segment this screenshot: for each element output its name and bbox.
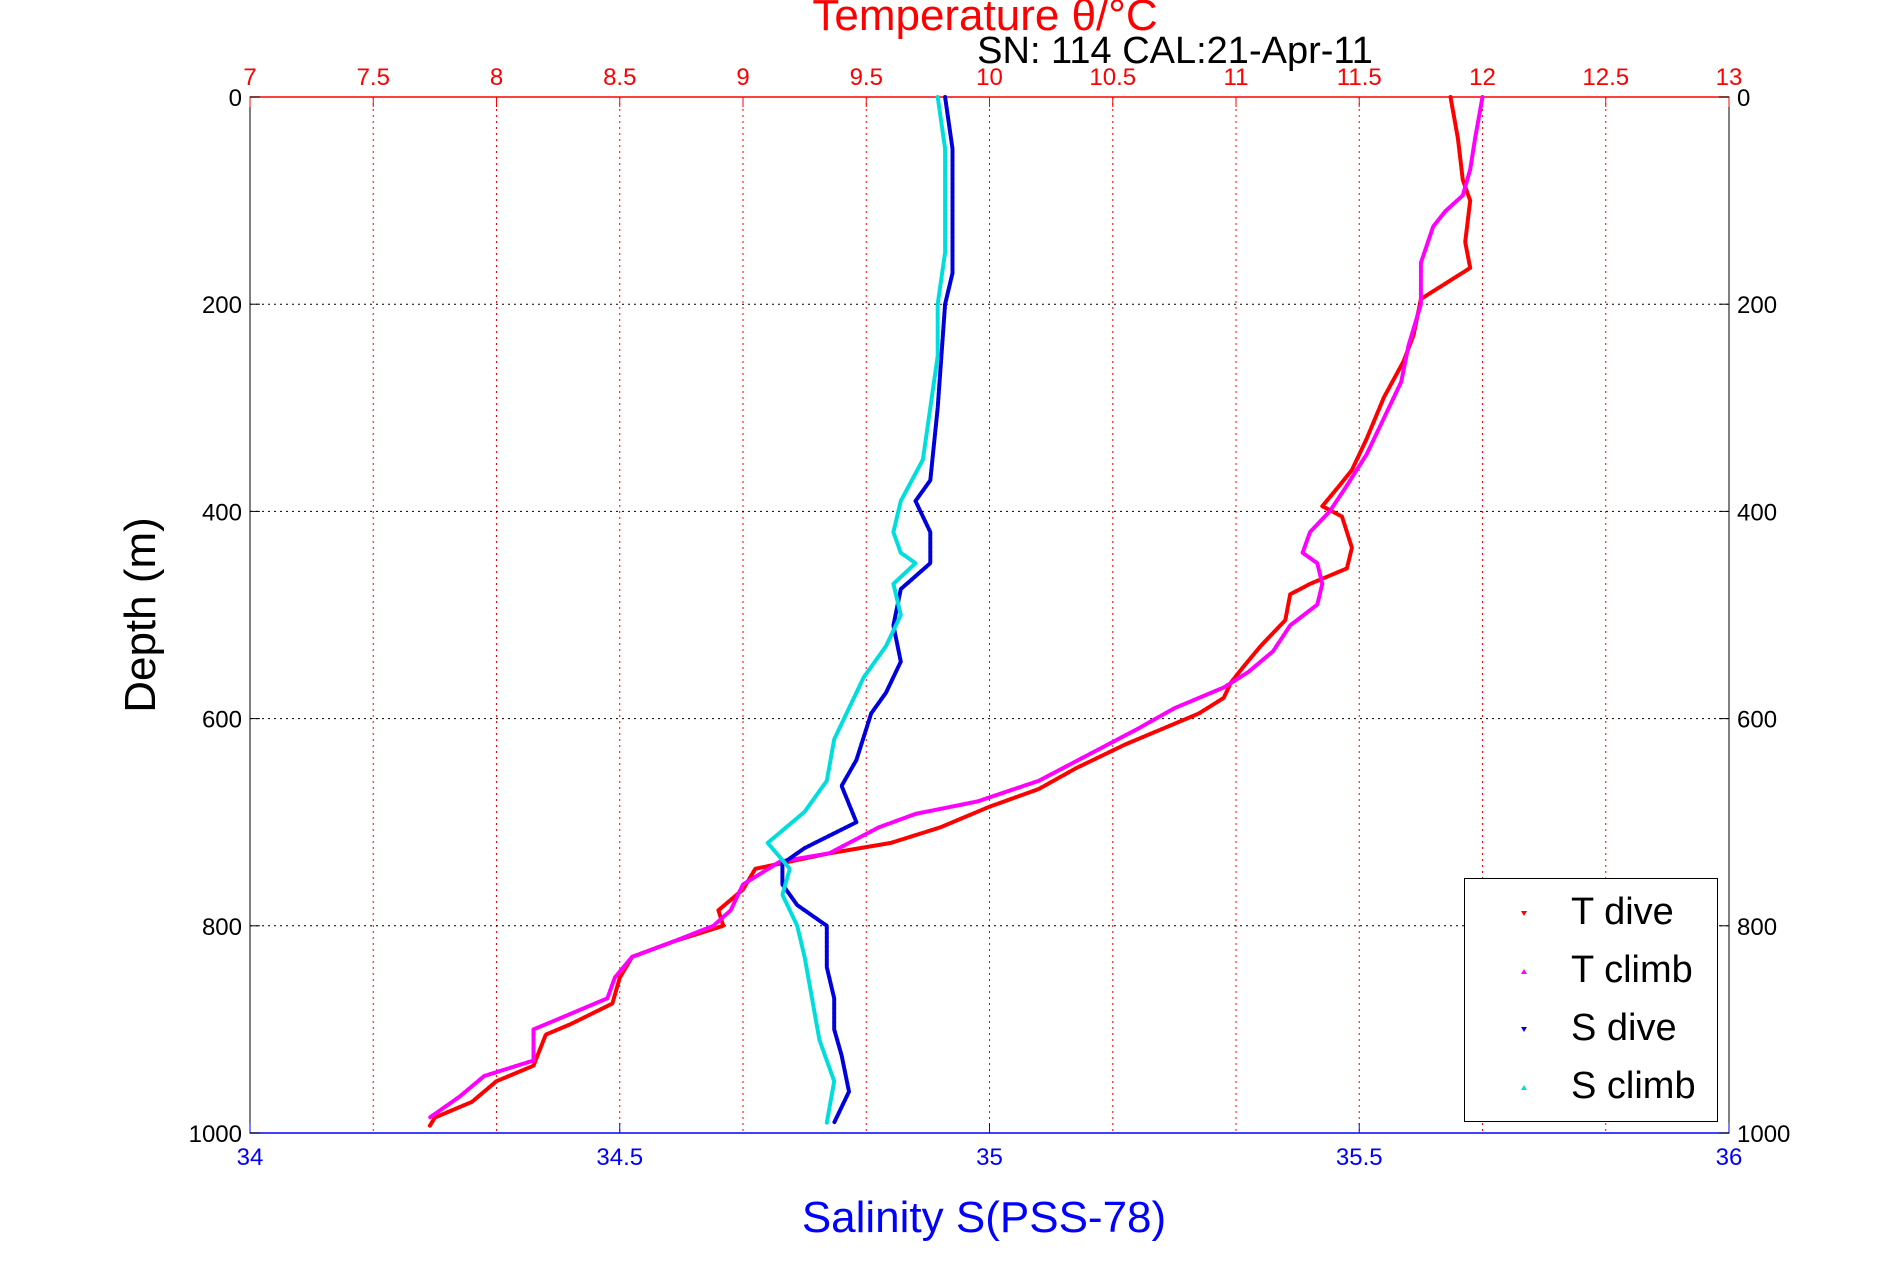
legend-label-t-climb: T climb	[1571, 949, 1693, 991]
temperature-tick-label: 9	[736, 64, 749, 91]
temperature-tick-label: 7	[243, 64, 256, 91]
grid	[250, 97, 1729, 1133]
legend-marker-t-climb	[1521, 969, 1527, 974]
temperature-tick-label: 8	[490, 64, 503, 91]
temperature-tick-label: 7.5	[357, 64, 390, 91]
chart-subtitle: SN: 114 CAL:21-Apr-11	[977, 30, 1373, 72]
depth-tick-label-left: 800	[202, 914, 242, 941]
depth-tick-label-right: 200	[1737, 292, 1777, 319]
salinity-tick-label: 34.5	[596, 1144, 643, 1171]
temperature-tick-label: 10	[976, 64, 1003, 91]
temperature-tick-label: 11.5	[1337, 64, 1382, 91]
depth-tick-label-right: 1000	[1737, 1121, 1790, 1148]
legend: T dive T climb S dive S climb	[1464, 878, 1718, 1122]
salinity-tick-label: 35.5	[1336, 1144, 1383, 1171]
x-axis-label: Salinity S(PSS-78)	[802, 1193, 1166, 1242]
legend-label-s-climb: S climb	[1571, 1065, 1696, 1107]
salinity-tick-label: 36	[1716, 1144, 1743, 1171]
depth-tick-label-left: 0	[229, 85, 242, 112]
legend-label-s-dive: S dive	[1571, 1007, 1677, 1049]
legend-marker-s-climb	[1521, 1085, 1527, 1090]
y-axis-label: Depth (m)	[116, 517, 165, 713]
legend-item-s-dive: S dive	[1465, 1001, 1717, 1059]
temperature-tick-label: 11	[1224, 64, 1249, 91]
series-s-dive	[780, 95, 955, 1125]
salinity-tick-label: 34	[237, 1144, 264, 1171]
series-t-dive	[427, 95, 1473, 1128]
temperature-tick-label: 9.5	[850, 64, 883, 91]
series-t-climb	[427, 95, 1485, 1120]
axis-ticks: 7 7.5 8 8.5 9 9.5 10 10.5 11 11.5 12 12.5 13 34 34.5 35…	[189, 64, 1791, 1171]
depth-tick-label-right: 800	[1737, 914, 1777, 941]
legend-item-s-climb: S climb	[1465, 1059, 1717, 1117]
chart-title: Temperature θ/°C	[812, 0, 1157, 40]
series-layer	[427, 95, 1485, 1128]
legend-item-t-dive: T dive	[1465, 885, 1717, 943]
temperature-tick-label: 13	[1716, 64, 1743, 91]
legend-label-t-dive: T dive	[1571, 891, 1674, 933]
depth-tick-label-right: 400	[1737, 499, 1777, 526]
depth-tick-label-left: 200	[202, 292, 242, 319]
legend-item-t-climb: T climb	[1465, 943, 1717, 1001]
salinity-tick-label: 35	[976, 1144, 1003, 1171]
depth-tick-label-left: 1000	[189, 1121, 242, 1148]
temperature-tick-label: 12	[1469, 64, 1496, 91]
depth-tick-label-right: 600	[1737, 707, 1777, 734]
temperature-tick-label: 12.5	[1582, 64, 1629, 91]
depth-tick-label-left: 600	[202, 707, 242, 734]
legend-marker-s-dive	[1521, 1027, 1527, 1032]
depth-tick-label-right: 0	[1737, 85, 1750, 112]
series-s-climb	[765, 95, 948, 1125]
depth-tick-label-left: 400	[202, 499, 242, 526]
temperature-tick-label: 8.5	[603, 64, 636, 91]
temperature-tick-label: 10.5	[1089, 64, 1136, 91]
legend-marker-t-dive	[1521, 911, 1527, 916]
